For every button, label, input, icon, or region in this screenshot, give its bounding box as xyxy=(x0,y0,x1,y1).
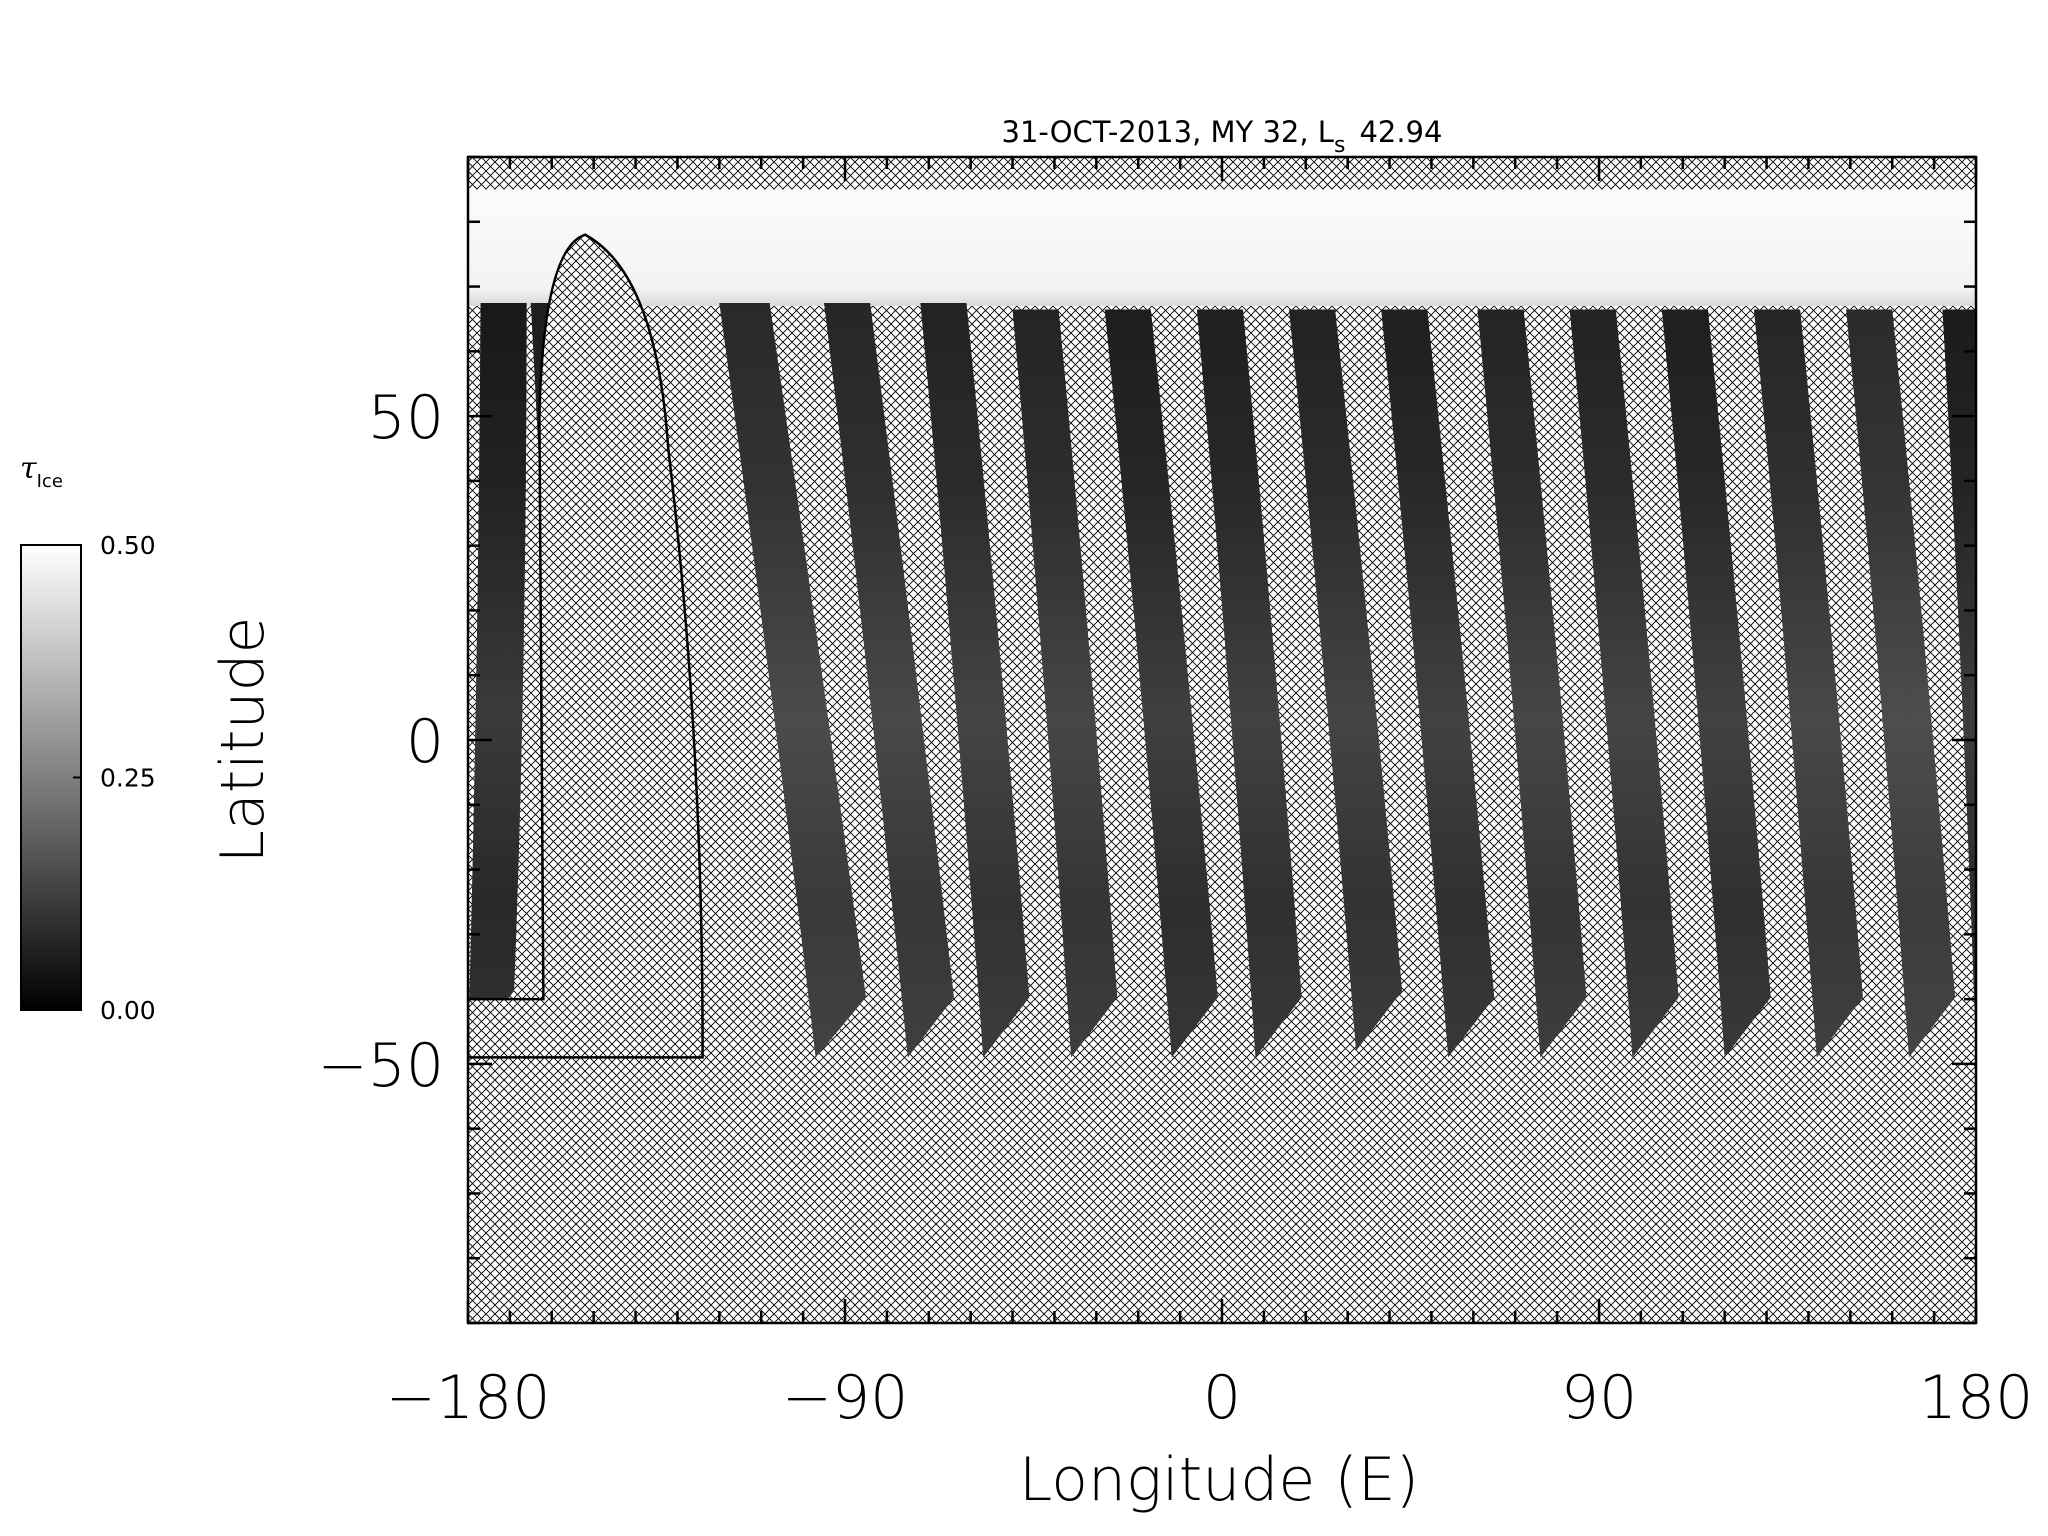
swath-body xyxy=(1196,309,1302,1058)
data-swath xyxy=(1012,309,1118,1058)
x-tick-label: −90 xyxy=(782,1363,909,1433)
swath-body xyxy=(1012,309,1118,1058)
colorbar-tick-label: 0.50 xyxy=(100,531,156,560)
chart-title: 31-OCT-2013, MY 32, Ls 42.94 xyxy=(1002,115,1443,158)
data-swath xyxy=(1753,309,1863,1058)
y-axis-label: Latitude xyxy=(208,617,278,864)
data-swath xyxy=(1661,309,1771,1058)
data-swath xyxy=(1846,309,1956,1058)
swath-tint xyxy=(1289,309,1403,1051)
data-swath xyxy=(1381,309,1495,1058)
swath-body xyxy=(1569,309,1679,1058)
data-swath xyxy=(719,302,866,1058)
colorbar-title-subscript: Ice xyxy=(37,471,63,492)
y-tick-label: 50 xyxy=(368,383,444,453)
swath-tint xyxy=(824,302,954,1058)
swath-body xyxy=(1381,309,1495,1058)
swath-tint xyxy=(1012,309,1118,1058)
swath-body xyxy=(1846,309,1956,1058)
data-swath xyxy=(1477,309,1587,1058)
colorbar-title-symbol: τ xyxy=(20,451,37,486)
data-swath xyxy=(1942,309,1976,1051)
colorbar-tick-label: 0.25 xyxy=(100,764,156,793)
x-tick-label: 180 xyxy=(1919,1363,2034,1433)
swath-tint xyxy=(1569,309,1679,1058)
title-value: 42.94 xyxy=(1359,115,1442,149)
data-swath xyxy=(1104,309,1218,1058)
swath-body xyxy=(468,302,527,1051)
swath-body xyxy=(1477,309,1587,1058)
y-tick-label: 0 xyxy=(406,707,444,777)
plot-area xyxy=(468,157,1976,1323)
title-main: 31-OCT-2013, MY 32, L xyxy=(1002,115,1334,149)
swath-tint xyxy=(1846,309,1956,1058)
swath-tint xyxy=(468,302,527,1051)
swath-body xyxy=(719,302,866,1058)
colorbar-tick-label: 0.00 xyxy=(100,996,156,1025)
axis-ticks xyxy=(466,155,1978,1325)
swath-tint xyxy=(1381,309,1495,1058)
swath-tint xyxy=(1753,309,1863,1058)
swath-tint xyxy=(920,302,1030,1058)
y-tick-labels: −50 0 50 xyxy=(317,383,444,1101)
colorbar-gradient xyxy=(20,544,82,1011)
y-tick-label: −50 xyxy=(317,1031,444,1101)
x-tick-label: 90 xyxy=(1561,1363,1637,1433)
swath-tint xyxy=(1661,309,1771,1058)
data-swath xyxy=(920,302,1030,1058)
x-tick-label: 0 xyxy=(1203,1363,1241,1433)
swath-body xyxy=(1942,309,1976,1051)
swath-body xyxy=(1289,309,1403,1051)
swath-layer xyxy=(468,302,1976,1058)
title-subscript: s xyxy=(1334,133,1345,158)
data-swath xyxy=(824,302,954,1058)
x-tick-label: −180 xyxy=(386,1363,551,1433)
x-axis-label: Longitude (E) xyxy=(1019,1445,1419,1515)
swath-tint xyxy=(1196,309,1302,1058)
swath-tint xyxy=(719,302,866,1058)
north-polar-cap xyxy=(468,189,1976,306)
x-tick-labels: −180 −90 0 90 180 xyxy=(386,1363,2034,1433)
swath-tint xyxy=(1477,309,1587,1058)
swath-body xyxy=(1661,309,1771,1058)
swath-body xyxy=(920,302,1030,1058)
swath-body xyxy=(824,302,954,1058)
colorbar: τIce 0.00 0.25 0.50 xyxy=(20,451,156,1025)
data-swath xyxy=(1196,309,1302,1058)
swath-tint xyxy=(1942,309,1976,1051)
colorbar-ticks: 0.00 0.25 0.50 xyxy=(73,531,156,1025)
data-gap-region xyxy=(468,233,704,1059)
swath-tint xyxy=(1104,309,1218,1058)
data-swath xyxy=(1289,309,1403,1051)
swath-body xyxy=(1104,309,1218,1058)
swath-body xyxy=(1753,309,1863,1058)
data-swath xyxy=(468,302,527,1051)
colorbar-title: τIce xyxy=(20,451,63,492)
data-swath xyxy=(1569,309,1679,1058)
